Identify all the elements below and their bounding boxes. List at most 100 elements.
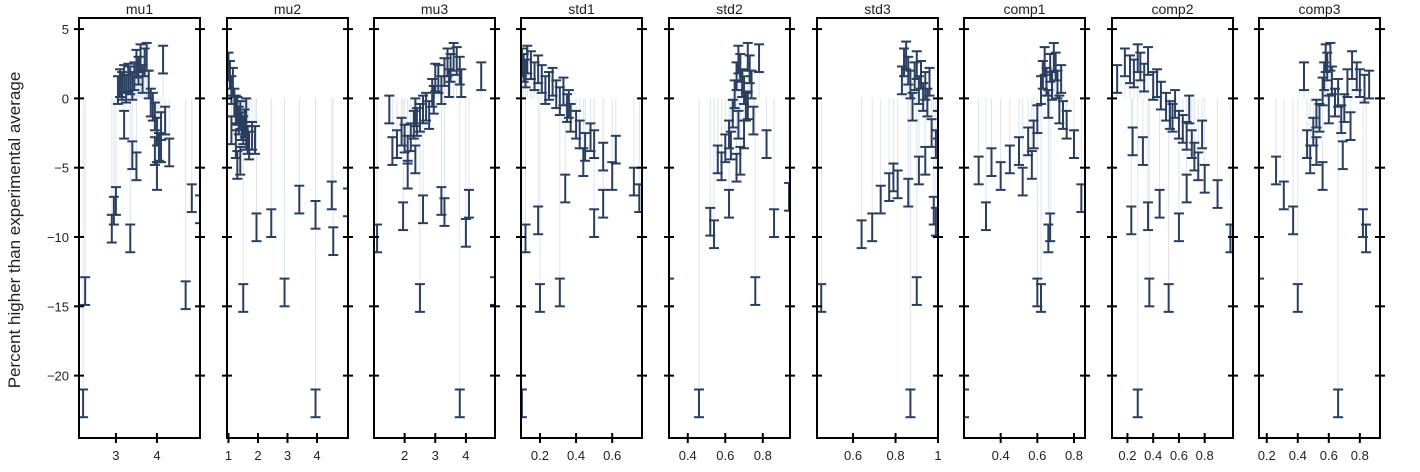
- y-tick-label: −10: [47, 230, 69, 245]
- error-bar: [725, 130, 736, 161]
- error-bar: [326, 180, 337, 211]
- error-bar: [119, 109, 130, 140]
- error-bar: [1004, 144, 1015, 175]
- x-tick-label: 0.4: [679, 448, 697, 463]
- panel-title: mu1: [126, 1, 153, 17]
- error-bar: [460, 217, 471, 248]
- error-bar: [1345, 111, 1356, 141]
- panel-mu1: 5 0 −5 −10 −15 −20 3 4 mu1: [47, 1, 205, 463]
- error-bar: [1036, 75, 1046, 105]
- x-tick-label: 2: [254, 448, 261, 463]
- stem-lines: [82, 56, 200, 404]
- error-bar: [1278, 180, 1289, 211]
- error-bar: [727, 98, 738, 129]
- stem-lines: [1259, 56, 1370, 404]
- error-bar: [439, 197, 450, 227]
- panels-layer: 5 0 −5 −10 −15 −20 3 4 mu1 1 2 3 4 mu2 2 3 4 mu3 0.2 0.4 0.6…: [47, 1, 1385, 463]
- stem-lines: [1116, 58, 1231, 404]
- x-tick-label: 0.6: [844, 448, 862, 463]
- error-bar: [1323, 94, 1334, 125]
- x-tick-label: 0.4: [1289, 448, 1307, 463]
- error-bar: [1026, 150, 1037, 180]
- error-bar: [151, 161, 162, 191]
- error-bar: [343, 187, 348, 218]
- error-bar: [933, 109, 938, 140]
- panel-comp3: 0.2 0.4 0.6 0.8 comp3: [1254, 1, 1385, 463]
- error-bar: [867, 212, 878, 243]
- error-bar: [106, 213, 117, 244]
- error-bar: [110, 186, 121, 216]
- error-bar: [149, 101, 160, 132]
- error-bar: [1039, 46, 1050, 76]
- error-bar: [195, 194, 200, 225]
- x-tick-label: 3: [284, 448, 291, 463]
- error-bar: [241, 97, 252, 128]
- error-bars: [1259, 41, 1375, 419]
- x-tick-label: 0.6: [1028, 448, 1046, 463]
- x-tick-label: 2: [401, 448, 408, 463]
- error-bar: [1014, 136, 1024, 166]
- panel-title: mu2: [274, 1, 301, 17]
- error-bar: [1032, 277, 1043, 308]
- error-bar: [235, 145, 246, 176]
- error-bar: [534, 283, 545, 313]
- error-bar: [911, 276, 922, 306]
- panel-frame: [520, 17, 643, 439]
- error-bar: [1364, 69, 1375, 100]
- error-bar: [1199, 163, 1210, 194]
- error-bar: [1167, 102, 1178, 133]
- error-bar: [1127, 126, 1138, 157]
- error-bar: [391, 129, 402, 159]
- error-bar: [227, 115, 237, 146]
- error-bar: [1045, 212, 1056, 243]
- error-bars: [817, 40, 938, 419]
- error-bar: [1197, 119, 1208, 150]
- error-bar: [892, 169, 903, 200]
- error-bar: [724, 188, 735, 219]
- y-tick-label: −20: [47, 369, 69, 384]
- y-tick-label: −5: [54, 161, 69, 176]
- error-bar: [554, 277, 565, 308]
- error-bar: [456, 68, 467, 99]
- error-bar: [913, 155, 924, 186]
- error-bars: [374, 41, 495, 419]
- stem-lines: [669, 56, 790, 404]
- panel-comp2: 0.2 0.4 0.6 0.8 comp2: [1107, 1, 1238, 463]
- error-bar: [742, 90, 753, 121]
- error-bar: [1143, 201, 1154, 232]
- panel-std2: 0.4 0.6 0.8 std2: [664, 1, 795, 463]
- x-tick-label: 1: [934, 448, 941, 463]
- error-bar: [1050, 51, 1061, 82]
- error-bar: [1298, 61, 1309, 92]
- error-bar: [924, 66, 935, 97]
- error-bar: [1292, 283, 1303, 313]
- error-bar: [769, 208, 780, 239]
- error-bar: [1126, 205, 1137, 236]
- error-bar: [628, 166, 639, 197]
- error-bar: [418, 194, 429, 225]
- panel-frame: [668, 17, 791, 439]
- panel-frame: [78, 17, 201, 439]
- y-axis-label: Percent higher than experimental average: [5, 72, 24, 389]
- error-bar: [1132, 388, 1143, 419]
- error-bar: [250, 125, 261, 155]
- x-tick-label: 0.6: [1320, 448, 1338, 463]
- x-tick-label: 0.8: [887, 448, 905, 463]
- panel-std1: 0.2 0.4 0.6 std1: [516, 1, 647, 463]
- error-bar: [754, 43, 765, 74]
- error-bar: [1311, 136, 1322, 166]
- error-bar: [444, 68, 455, 99]
- error-bar: [1225, 223, 1233, 254]
- error-bar: [1143, 46, 1154, 76]
- error-bar: [733, 109, 744, 140]
- y-tick-label: 5: [62, 22, 69, 37]
- panel-frame: [816, 17, 939, 439]
- error-bar: [490, 276, 495, 306]
- error-bar: [180, 280, 191, 311]
- error-bar: [634, 183, 642, 214]
- error-bar: [1163, 283, 1174, 313]
- error-bar: [1311, 98, 1322, 129]
- error-bar: [856, 219, 867, 250]
- error-bar: [580, 132, 591, 162]
